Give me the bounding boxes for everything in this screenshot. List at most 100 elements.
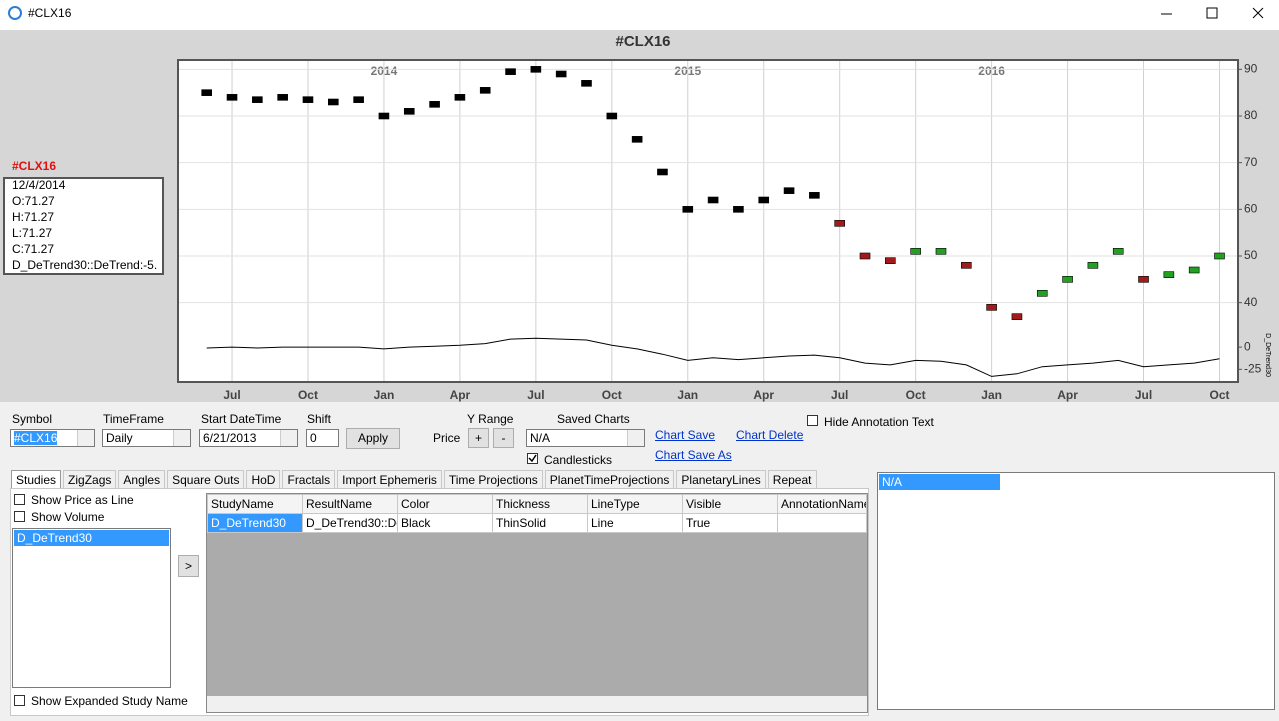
apply-button[interactable]: Apply — [346, 428, 400, 449]
info-line: L:71.27 — [12, 226, 52, 240]
grid-row[interactable]: D_DeTrend30 D_DeTrend30::De Black ThinSolid… — [207, 513, 867, 533]
candle — [378, 112, 390, 120]
shift-label: Shift — [307, 412, 332, 426]
tab[interactable]: Repeat — [767, 470, 817, 489]
x-tick-label: Oct — [602, 388, 622, 402]
x-tick-label: Oct — [298, 388, 318, 402]
symbol-combo[interactable]: #CLX16 — [10, 429, 95, 447]
candle — [1163, 271, 1175, 278]
candle — [1112, 248, 1124, 255]
saved-charts-value: N/A — [530, 431, 551, 445]
column-header[interactable]: Thickness — [492, 494, 588, 514]
tab[interactable]: ZigZags — [63, 470, 117, 489]
x-tick-label: Oct — [906, 388, 926, 402]
y2-tick-label: -25 — [1244, 362, 1262, 376]
candlesticks-label: Candlesticks — [544, 453, 613, 467]
title-bar — [0, 0, 1279, 30]
candle — [353, 96, 364, 103]
candle — [606, 112, 618, 120]
info-line: D_DeTrend30::DeTrend:-5. — [12, 258, 157, 272]
candle — [783, 187, 795, 194]
show-price-line-label: Show Price as Line — [31, 493, 134, 507]
study-item[interactable]: D_DeTrend30 — [14, 530, 169, 546]
info-line: C:71.27 — [12, 242, 54, 256]
shift-input[interactable]: 0 — [306, 429, 339, 447]
start-picker[interactable]: 6/21/2013 — [199, 429, 298, 447]
info-box — [3, 177, 164, 275]
x-tick-label: Apr — [1057, 388, 1078, 402]
grid-cell[interactable]: Black — [397, 513, 493, 533]
yrange-minus[interactable]: - — [493, 428, 514, 448]
column-header[interactable]: Visible — [682, 494, 778, 514]
column-header[interactable]: ResultName — [302, 494, 398, 514]
candle — [1138, 276, 1149, 283]
h-scrollbar[interactable] — [207, 696, 867, 712]
candlesticks-checkbox[interactable] — [527, 453, 538, 464]
candle — [960, 262, 972, 269]
column-header[interactable]: StudyName — [207, 494, 303, 514]
grid-cell[interactable]: D_DeTrend30 — [207, 513, 303, 533]
tab[interactable]: Time Projections — [443, 470, 543, 489]
info-symbol: #CLX16 — [12, 159, 56, 173]
candle — [403, 108, 415, 115]
maximize-button[interactable] — [1206, 7, 1218, 19]
candle — [1062, 276, 1073, 283]
tab[interactable]: HoD — [246, 470, 281, 489]
x-tick-label: Jan — [677, 388, 698, 402]
saved-charts-label: Saved Charts — [557, 412, 630, 426]
tab[interactable]: Import Ephemeris — [337, 470, 442, 489]
study-name: D_DeTrend30 — [1264, 333, 1271, 377]
saved-charts-combo[interactable]: N/A — [526, 429, 645, 447]
timeframe-combo[interactable]: Daily — [102, 429, 191, 447]
plot-area — [177, 59, 1239, 383]
show-price-line-checkbox[interactable] — [14, 494, 25, 505]
tab[interactable]: Fractals — [282, 470, 336, 489]
show-expanded-checkbox[interactable] — [14, 695, 25, 706]
shift-value: 0 — [310, 431, 317, 445]
candle — [429, 101, 440, 108]
grid-cell — [777, 513, 867, 533]
candle — [707, 196, 719, 204]
candle — [226, 94, 238, 101]
move-button[interactable]: > — [178, 555, 199, 577]
grid-cell[interactable]: ThinSolid — [492, 513, 588, 533]
yrange-plus[interactable]: + — [468, 428, 489, 448]
candle — [631, 136, 643, 143]
chart-save-link[interactable]: Chart Save — [655, 428, 716, 442]
year-label: 2016 — [978, 64, 1005, 78]
x-tick-label: Jan — [981, 388, 1002, 402]
column-header[interactable]: LineType — [587, 494, 683, 514]
hide-annotation-checkbox[interactable] — [807, 415, 818, 426]
close-button[interactable] — [1252, 7, 1264, 19]
annotation-list: N/A — [877, 472, 1275, 710]
grid-table: StudyName ResultName Color Thickness LineTyp… — [207, 494, 867, 533]
info-line: 12/4/2014 — [12, 178, 66, 192]
candle — [252, 96, 263, 103]
y-tick-label: 40 — [1244, 295, 1258, 309]
chart-delete-link[interactable]: Chart Delete — [736, 428, 804, 442]
symbol-label: Symbol — [12, 412, 53, 426]
candle — [201, 89, 212, 96]
tab[interactable]: Angles — [118, 470, 166, 489]
info-line: H:71.27 — [12, 210, 54, 224]
grid-cell[interactable]: D_DeTrend30::De — [302, 513, 398, 533]
candle — [986, 304, 997, 311]
candle — [1087, 262, 1099, 269]
tab[interactable]: Square Outs — [167, 470, 245, 489]
candle — [581, 80, 592, 87]
column-header[interactable]: AnnotationName — [777, 494, 867, 514]
info-line: O:71.27 — [12, 194, 55, 208]
tab[interactable]: PlanetaryLines — [676, 470, 766, 489]
x-tick-label: Jul — [223, 388, 240, 402]
annotation-item[interactable]: N/A — [879, 474, 1000, 490]
show-volume-checkbox[interactable] — [14, 511, 25, 522]
study-grid: StudyName ResultName Color Thickness LineTyp… — [206, 493, 868, 713]
grid-cell[interactable]: Line — [587, 513, 683, 533]
tab[interactable]: PlanetTimeProjections — [544, 470, 675, 489]
column-header[interactable]: Color — [397, 494, 493, 514]
chart-view: #CLX16 #CLX16 #CLX16 12/4/2014 O:71.27 H:7… — [0, 0, 1279, 402]
grid-cell[interactable]: True — [682, 513, 778, 533]
tab[interactable]: Studies — [11, 470, 62, 489]
year-label: 2015 — [674, 64, 701, 78]
chart-save-as-link[interactable]: Chart Save As — [655, 448, 732, 462]
